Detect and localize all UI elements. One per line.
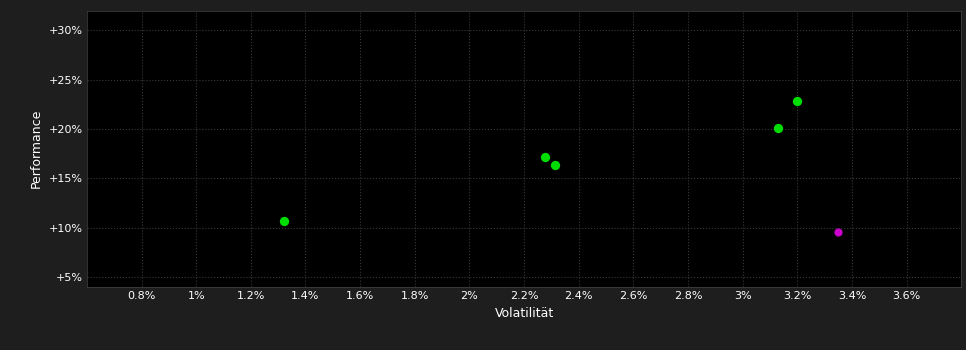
Point (831, 229, 846, 234)
Point (789, 99, 805, 104)
Point (548, 162, 563, 167)
Point (276, 218, 292, 224)
X-axis label: Volatilität: Volatilität (495, 307, 554, 320)
Point (537, 154, 553, 160)
Point (771, 125, 786, 131)
Y-axis label: Performance: Performance (30, 109, 43, 188)
